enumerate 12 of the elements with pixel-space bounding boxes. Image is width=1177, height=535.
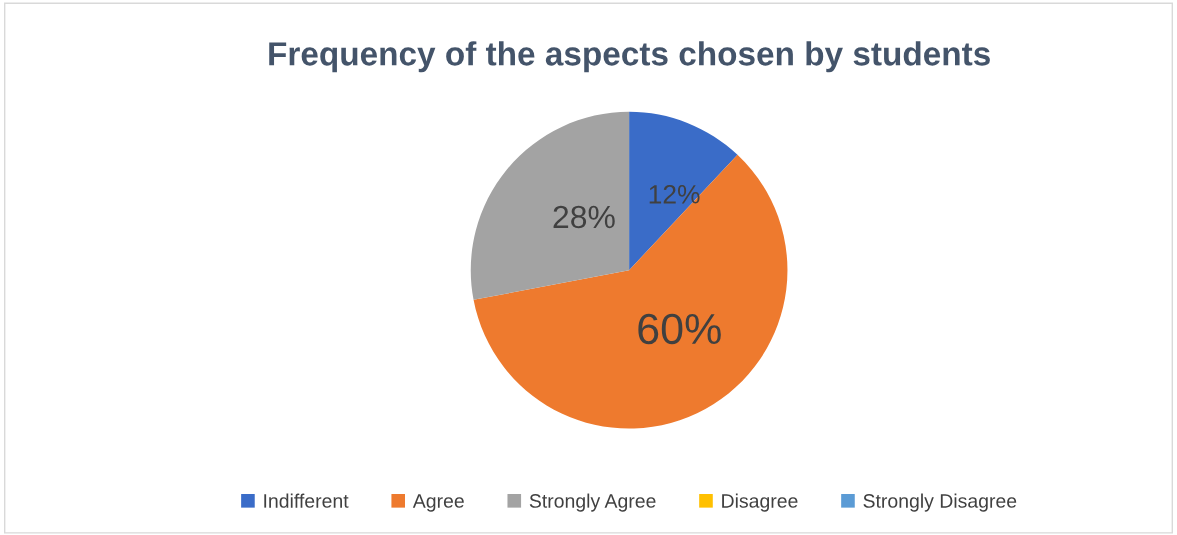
data-label: 28% [553,205,615,229]
legend-label: Strongly Agree [529,493,656,512]
legend-label: Disagree [722,493,798,512]
legend-label: Indifferent [264,493,349,508]
pie-slice [473,154,788,429]
data-label: 60% [638,313,721,345]
legend-label: Strongly Disagree [863,493,1017,512]
data-label: 12% [649,184,700,204]
pie-slice [629,111,738,271]
chart-title: Frequency of the aspects chosen by students [269,41,990,73]
pie-slice [470,111,630,300]
legend-label: Agree [412,494,464,512]
